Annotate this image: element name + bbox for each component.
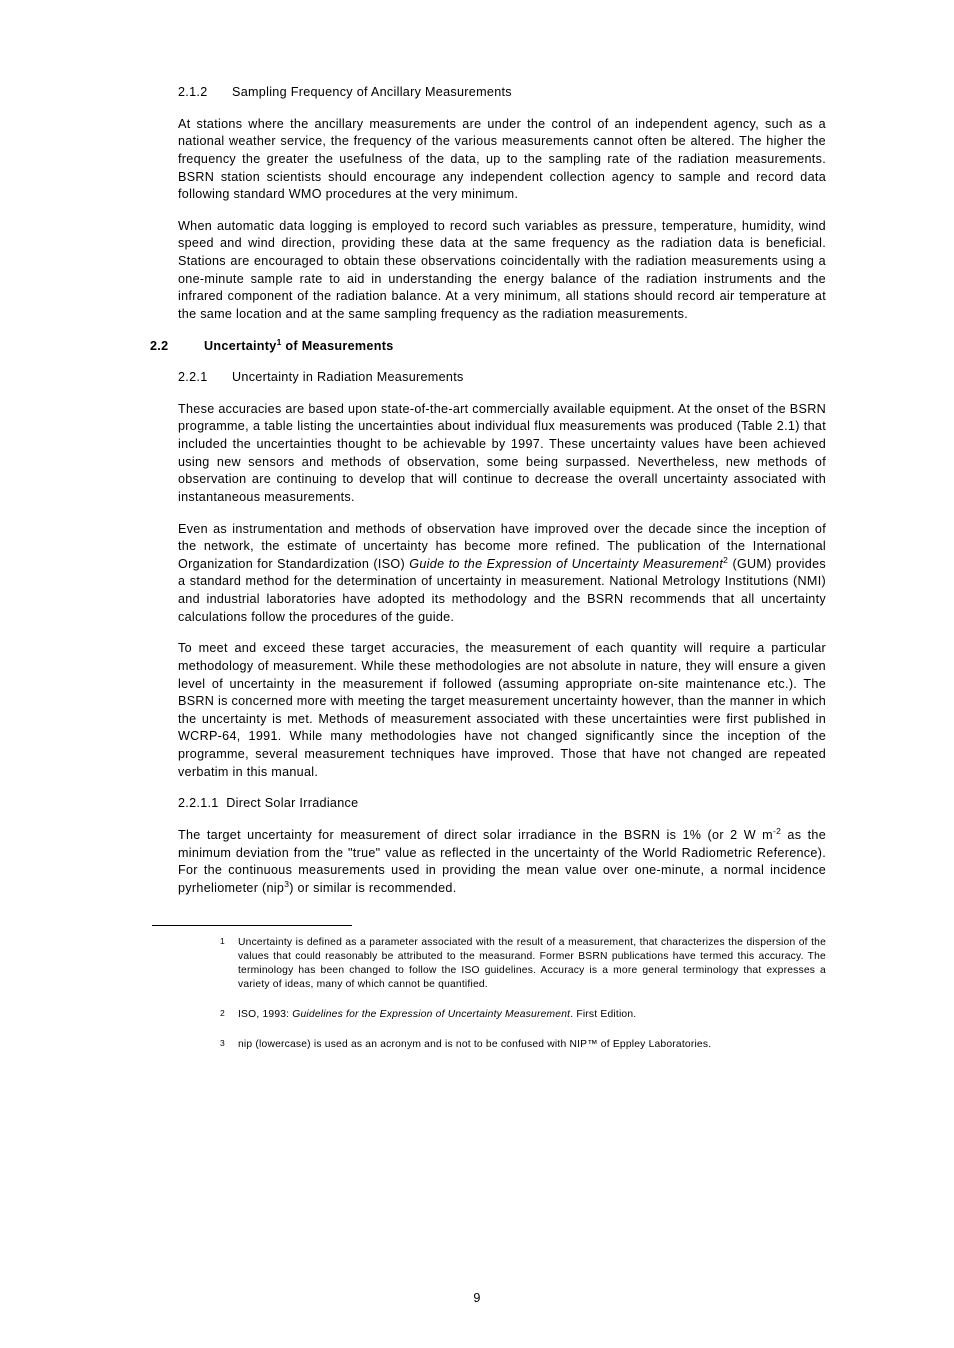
italic-text: Guide to the Expression of Uncertainty M… — [409, 557, 723, 571]
superscript: -2 — [773, 826, 781, 836]
page-number: 9 — [0, 1290, 954, 1308]
section-title: Sampling Frequency of Ancillary Measurem… — [232, 84, 826, 102]
para: When automatic data logging is employed … — [178, 218, 826, 324]
italic-text: Guidelines for the Expression of Uncerta… — [292, 1009, 570, 1020]
page: 2.1.2 Sampling Frequency of Ancillary Me… — [0, 0, 954, 1348]
footnote-rule — [152, 925, 352, 926]
footnote-body: ISO, 1993: Guidelines for the Expression… — [238, 1008, 826, 1022]
section-num: 2.2.1 — [178, 369, 232, 387]
section-title: Uncertainty1 of Measurements — [204, 338, 826, 356]
footnote: 2 ISO, 1993: Guidelines for the Expressi… — [220, 1008, 826, 1022]
section-212-head: 2.1.2 Sampling Frequency of Ancillary Me… — [178, 84, 826, 102]
section-title: Uncertainty in Radiation Measurements — [232, 369, 826, 387]
section-num: 2.1.2 — [178, 84, 232, 102]
text: The target uncertainty for measurement o… — [178, 828, 773, 842]
footnote-body: nip (lowercase) is used as an acronym an… — [238, 1038, 826, 1052]
text: ) or similar is recommended. — [289, 881, 456, 895]
footnote: 1 Uncertainty is defined as a parameter … — [220, 936, 826, 992]
footnote-num: 1 — [220, 936, 238, 992]
footnote-body: Uncertainty is defined as a parameter as… — [238, 936, 826, 992]
section-title: Direct Solar Irradiance — [226, 796, 358, 810]
para: These accuracies are based upon state-of… — [178, 401, 826, 507]
footnote: 3 nip (lowercase) is used as an acronym … — [220, 1038, 826, 1052]
footnote-num: 3 — [220, 1038, 238, 1052]
title-text: of Measurements — [282, 339, 394, 353]
para: To meet and exceed these target accuraci… — [178, 640, 826, 781]
para: Even as instrumentation and methods of o… — [178, 521, 826, 627]
footnote-num: 2 — [220, 1008, 238, 1022]
section-num: 2.2 — [150, 338, 204, 356]
para: At stations where the ancillary measurem… — [178, 116, 826, 204]
text: ISO, 1993: — [238, 1009, 292, 1020]
section-22-head: 2.2 Uncertainty1 of Measurements — [178, 338, 826, 356]
section-num: 2.2.1.1 — [178, 796, 219, 810]
title-text: Uncertainty — [204, 339, 277, 353]
para: The target uncertainty for measurement o… — [178, 827, 826, 898]
section-221-head: 2.2.1 Uncertainty in Radiation Measureme… — [178, 369, 826, 387]
section-2211-head: 2.2.1.1 Direct Solar Irradiance — [178, 795, 826, 813]
text: . First Edition. — [570, 1009, 636, 1020]
footnotes: 1 Uncertainty is defined as a parameter … — [220, 936, 826, 1051]
